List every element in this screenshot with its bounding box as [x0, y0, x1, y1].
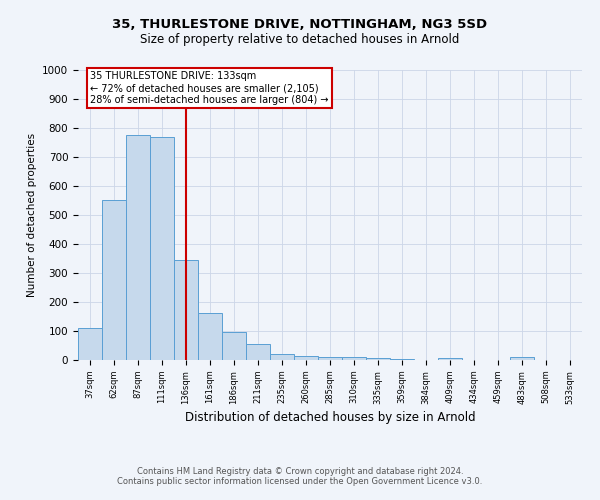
Y-axis label: Number of detached properties: Number of detached properties: [26, 133, 37, 297]
Bar: [198, 312, 222, 360]
Text: Contains public sector information licensed under the Open Government Licence v3: Contains public sector information licen…: [118, 477, 482, 486]
Text: 35 THURLESTONE DRIVE: 133sqm
← 72% of detached houses are smaller (2,105)
28% of: 35 THURLESTONE DRIVE: 133sqm ← 72% of de…: [90, 72, 329, 104]
Bar: [318, 357, 342, 360]
Bar: [270, 354, 294, 360]
Bar: [366, 358, 390, 360]
Bar: [342, 358, 366, 360]
Bar: [174, 260, 198, 360]
Bar: [390, 359, 414, 360]
Bar: [78, 328, 102, 360]
Bar: [150, 136, 174, 360]
Text: Size of property relative to detached houses in Arnold: Size of property relative to detached ho…: [140, 32, 460, 46]
Bar: [438, 358, 462, 360]
Bar: [510, 358, 534, 360]
Bar: [102, 200, 126, 360]
Text: Contains HM Land Registry data © Crown copyright and database right 2024.: Contains HM Land Registry data © Crown c…: [137, 467, 463, 476]
Bar: [246, 344, 270, 360]
Bar: [126, 135, 150, 360]
Bar: [294, 356, 318, 360]
X-axis label: Distribution of detached houses by size in Arnold: Distribution of detached houses by size …: [185, 410, 475, 424]
Text: 35, THURLESTONE DRIVE, NOTTINGHAM, NG3 5SD: 35, THURLESTONE DRIVE, NOTTINGHAM, NG3 5…: [112, 18, 488, 30]
Bar: [222, 332, 246, 360]
